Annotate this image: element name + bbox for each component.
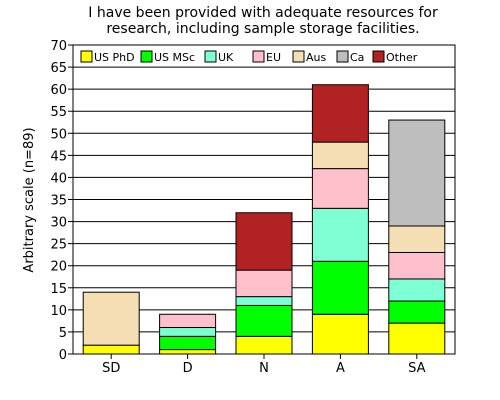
legend-swatch xyxy=(140,50,153,63)
chart-title-line-1: I have been provided with adequate resou… xyxy=(88,5,438,21)
legend-label: Aus xyxy=(306,51,326,64)
y-tick-labels: 0 5 10 15 20 25 30 35 40 45 50 55 60 65 70 xyxy=(50,39,73,363)
x-tick-label: SD xyxy=(102,361,120,376)
y-tick-label: 15 xyxy=(50,282,67,297)
y-tick-label: 45 xyxy=(50,149,67,164)
bar-segment xyxy=(388,300,446,324)
x-tick-labels: SD D N A SA xyxy=(102,354,426,376)
plot-frame xyxy=(72,44,456,355)
bar-segment xyxy=(159,327,217,337)
y-tick-label: 40 xyxy=(50,171,67,186)
y-tick-label: 60 xyxy=(50,83,67,98)
bar-segment xyxy=(159,313,217,329)
bar-segment xyxy=(311,313,369,355)
legend-label: EU xyxy=(266,51,281,64)
bar-segment xyxy=(235,269,293,298)
bar-segment xyxy=(388,119,446,227)
y-tick-label: 35 xyxy=(50,194,67,209)
bar-segment xyxy=(82,344,140,355)
y-tick-label: 55 xyxy=(50,105,67,120)
bar-segment xyxy=(311,207,369,262)
bar-segment xyxy=(235,296,293,306)
legend-swatch xyxy=(372,50,385,63)
y-tick-label: 65 xyxy=(50,61,67,76)
chart-title-line-2: research, including sample storage facil… xyxy=(106,21,419,37)
legend-swatch xyxy=(204,50,217,63)
legend-swatch xyxy=(80,50,93,63)
legend-label: US PhD xyxy=(94,51,135,64)
bar-segment xyxy=(311,168,369,209)
x-tick-label: A xyxy=(336,361,345,376)
bar-segment xyxy=(311,260,369,315)
y-tick-label: 25 xyxy=(50,238,67,253)
bar-segment xyxy=(159,335,217,351)
legend-swatch xyxy=(336,50,349,63)
legend-label: Other xyxy=(386,51,418,64)
legend-label: US MSc xyxy=(154,51,195,64)
bars xyxy=(82,84,446,355)
y-tick-label: 30 xyxy=(50,216,67,231)
y-tick-label: 10 xyxy=(50,304,67,319)
x-tick-label: N xyxy=(259,361,269,376)
legend-label: UK xyxy=(218,51,234,64)
bar-segment xyxy=(311,84,369,143)
bar-segment xyxy=(82,291,140,346)
legend-swatch xyxy=(292,50,305,63)
y-tick-label: 20 xyxy=(50,260,67,275)
bar-segment xyxy=(235,212,293,271)
bar-segment xyxy=(388,322,446,355)
x-tick-label: SA xyxy=(408,361,425,376)
legend-swatch xyxy=(252,50,265,63)
x-tick-label: D xyxy=(183,361,193,376)
legend-label: Ca xyxy=(350,51,364,64)
y-tick-label: 50 xyxy=(50,127,67,142)
y-tick-label: 5 xyxy=(59,326,67,341)
y-tick-label: 0 xyxy=(59,348,67,363)
bar-segment xyxy=(388,225,446,253)
legend: US PhD US MSc UK EU Aus Ca Other xyxy=(76,47,418,65)
bar-segment xyxy=(388,251,446,280)
bar-segment xyxy=(159,349,217,355)
bar-segment xyxy=(311,141,369,170)
bar-segment xyxy=(235,304,293,337)
bar-segment xyxy=(235,335,293,355)
bar-segment xyxy=(388,278,446,302)
y-axis-label: Arbitrary scale (n=89) xyxy=(22,127,37,272)
y-tick-label: 70 xyxy=(50,39,67,54)
